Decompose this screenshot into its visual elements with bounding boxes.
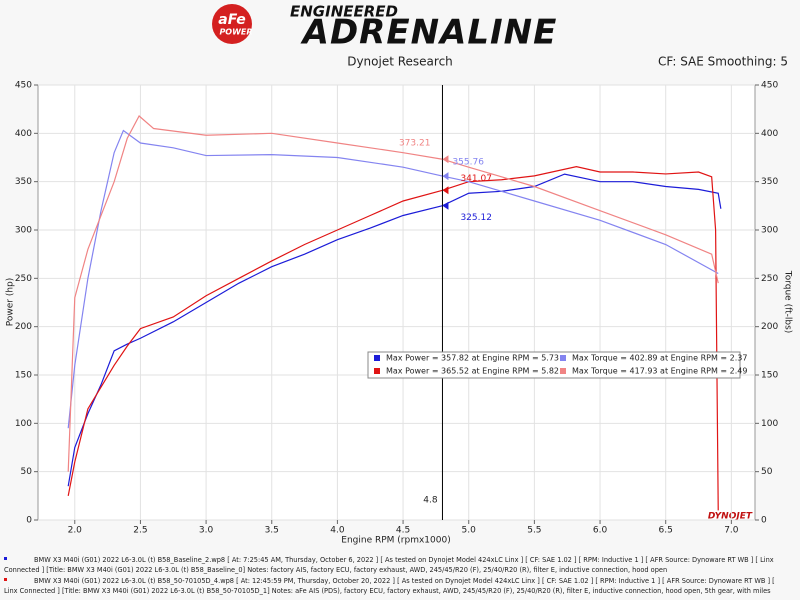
chart-title: Dynojet Research [347,55,453,69]
y2-tick-label: 0 [761,516,767,526]
legend-swatch [560,355,566,361]
footer-bullet [4,557,7,560]
logo-top: aFe [218,12,245,28]
tagline: ENGINEERED [290,3,398,21]
x-tick-label: 6.0 [593,526,608,536]
logo-circle [212,4,252,44]
y-tick-label: 150 [15,371,32,381]
legend-label: Max Power = 357.82 at Engine RPM = 5.73 [386,354,559,363]
y2-tick-label: 250 [761,274,778,284]
legend-swatch [374,368,380,374]
footer-text: BMW X3 M40i (G01) 2022 L6-3.0L (t) B58_5… [34,577,775,585]
y2-tick-label: 450 [761,81,778,91]
logo-bottom: POWER [219,28,252,37]
chart-subtitle: CF: SAE Smoothing: 5 [658,55,788,69]
footer-bullet [4,578,7,581]
legend-label: Max Torque = 417.93 at Engine RPM = 2.49 [572,367,747,376]
x-tick-label: 7.0 [724,526,739,536]
x-tick-label: 2.5 [133,526,147,536]
legend-swatch [374,355,380,361]
x-tick-label: 2.0 [68,526,83,536]
y-tick-label: 300 [15,226,32,236]
logo: aFe POWER ENGINEERED ADRENALINE [212,3,558,53]
cursor-value: 325.12 [460,213,492,223]
y2-tick-label: 200 [761,322,778,332]
y-tick-label: 200 [15,322,32,332]
y2-tick-label: 50 [761,467,773,477]
y2-axis-title: Torque (ft-lbs) [783,270,793,334]
x-tick-label: 5.5 [527,526,541,536]
legend-swatch [560,368,566,374]
y2-tick-label: 400 [761,129,778,139]
footer-text: Connected ] [Title: BMW X3 M40i (G01) 20… [4,566,667,574]
x-tick-label: 5.0 [462,526,477,536]
watermark: DYNOJET [708,512,753,522]
cursor-marker [442,155,449,164]
y-tick-label: 250 [15,274,32,284]
cursor-value: 373.21 [399,139,431,149]
legend-box [367,351,741,379]
x-tick-label: 4.5 [396,526,410,536]
y-axis-title: Power (hp) [6,278,16,327]
series-line [67,115,719,472]
series-line [67,166,719,511]
cursor-marker [442,172,449,181]
plot-area [37,84,756,521]
brand: ADRENALINE [300,13,558,53]
x-tick-label: 4.0 [330,526,345,536]
footer-text: BMW X3 M40i (G01) 2022 L6-3.0L (t) B58_B… [34,556,774,564]
y-tick-label: 0 [26,516,32,526]
x-tick-label: 3.0 [199,526,214,536]
y-tick-label: 50 [21,467,33,477]
x-tick-label: 3.5 [265,526,279,536]
cursor-marker [442,186,449,195]
y2-tick-label: 150 [761,371,778,381]
y-tick-label: 400 [15,129,32,139]
footer-text: Linx Connected ] [Title: BMW X3 M40i (G0… [4,587,771,595]
legend-label: Max Power = 365.52 at Engine RPM = 5.82 [386,367,559,376]
y2-tick-label: 350 [761,177,778,187]
legend-label: Max Torque = 402.89 at Engine RPM = 2.37 [572,354,747,363]
series-line [67,173,722,487]
x-tick-label: 6.5 [659,526,673,536]
y-tick-label: 350 [15,177,32,187]
x-axis-title: Engine RPM (rpmx1000) [341,536,450,546]
cursor-label: 4.8 [423,496,438,506]
y-tick-label: 450 [15,81,32,91]
y-tick-label: 100 [15,419,32,429]
cursor-value: 341.07 [460,174,492,184]
y2-tick-label: 300 [761,226,778,236]
cursor-marker [442,201,449,210]
cursor-value: 355.76 [452,158,484,168]
y2-tick-label: 100 [761,419,778,429]
